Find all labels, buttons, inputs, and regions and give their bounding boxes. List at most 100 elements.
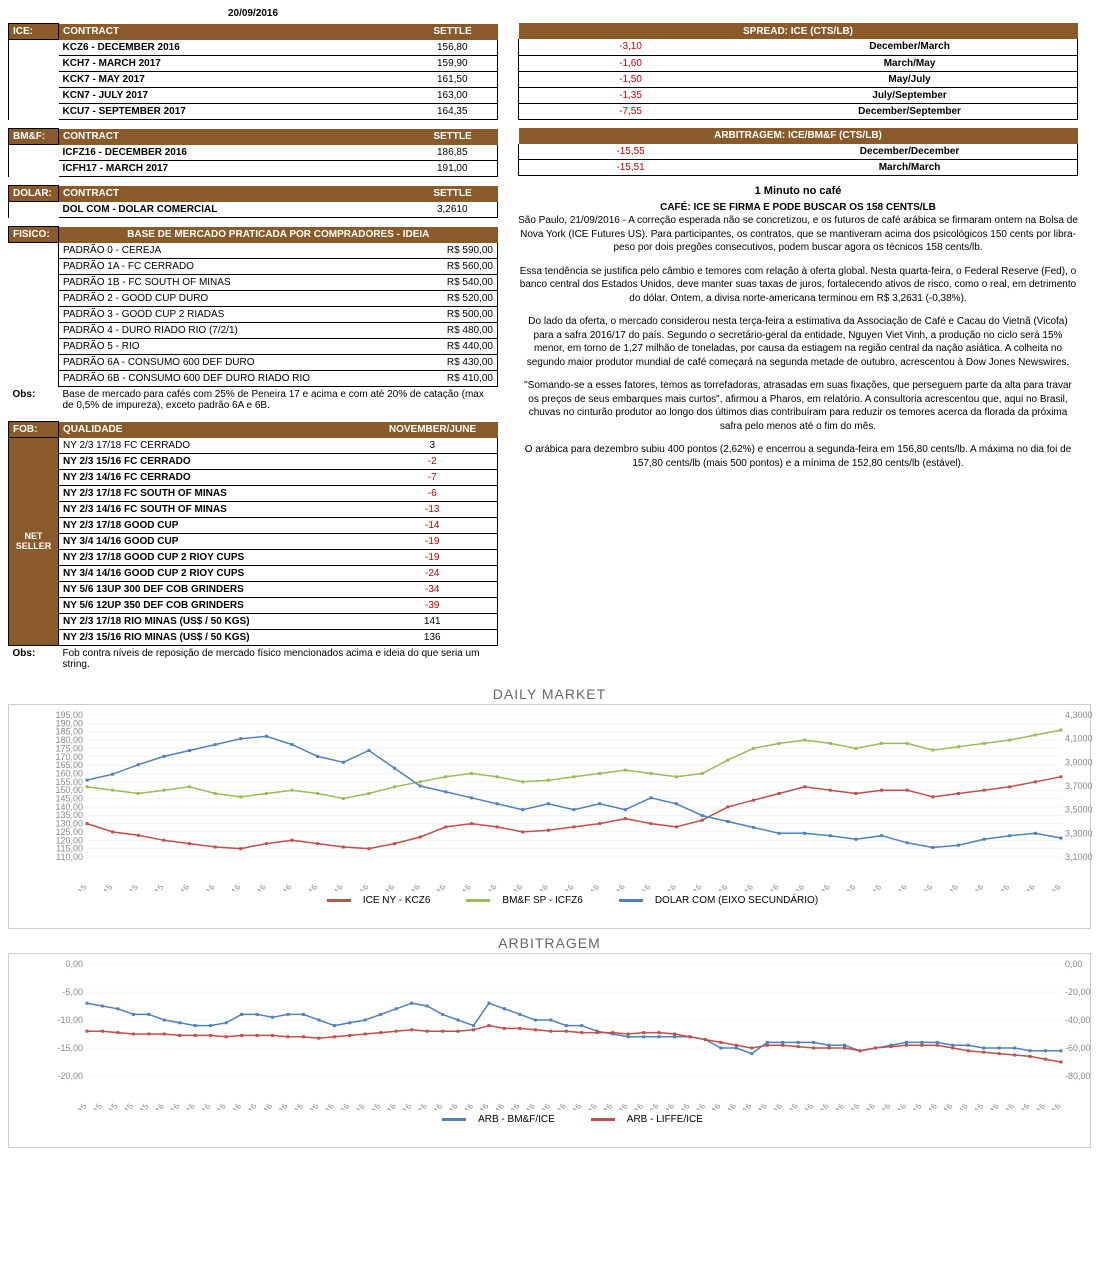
fob-col-v: NOVEMBER/JUNE xyxy=(368,422,498,438)
table-row: ICFH17 - MARCH 2017 xyxy=(59,161,408,177)
spread-label: March/May xyxy=(742,55,1077,71)
fob-value: -6 xyxy=(368,486,498,502)
legend-item: ARB - BM&F/ICE xyxy=(430,1114,555,1125)
daily-chart-legend: ICE NY - KCZ6BM&F SP - ICFZ6DOLAR COM (E… xyxy=(49,895,1084,906)
fob-quality: NY 2/3 17/18 FC CERRADO xyxy=(59,438,368,454)
svg-text:3,3000: 3,3000 xyxy=(1065,828,1093,838)
fisico-quality: PADRÃO 2 - GOOD CUP DURO xyxy=(59,291,398,307)
arb-chart-legend: ARB - BM&F/ICEARB - LIFFE/ICE xyxy=(49,1114,1084,1125)
fob-value: -7 xyxy=(368,470,498,486)
svg-text:29/3/16: 29/3/16 xyxy=(450,883,473,891)
fob-quality: NY 2/3 14/16 FC SOUTH OF MINAS xyxy=(59,502,368,518)
svg-text:-20,00: -20,00 xyxy=(1065,987,1091,997)
svg-text:-20,00: -20,00 xyxy=(57,1071,83,1081)
svg-text:2/8/16: 2/8/16 xyxy=(889,883,909,891)
spread-value: -15,55 xyxy=(519,144,743,160)
fisico-quality: PADRÃO 1A - FC CERRADO xyxy=(59,259,398,275)
svg-text:3/5/16: 3/5/16 xyxy=(581,883,601,891)
legend-item: DOLAR COM (EIXO SECUNDÁRIO) xyxy=(607,895,818,906)
fob-quality: NY 2/3 15/16 RIO MINAS (US$ / 50 KGS) xyxy=(59,630,368,646)
svg-text:18/12/15: 18/12/15 xyxy=(115,883,141,891)
fob-value: -14 xyxy=(368,518,498,534)
svg-text:14/12/15: 14/12/15 xyxy=(63,1102,89,1110)
spread-value: -7,55 xyxy=(519,103,743,119)
fob-value: -19 xyxy=(368,534,498,550)
arb-chart-title: ARBITRAGEM xyxy=(8,935,1091,951)
fob-quality: NY 2/3 15/16 FC CERRADO xyxy=(59,454,368,470)
arb-title: ARBITRAGEM: ICE/BM&F (CTS/LB) xyxy=(519,128,1078,144)
fob-obs: Fob contra níveis de reposição de mercad… xyxy=(59,646,498,673)
ice-label: ICE: xyxy=(9,24,59,40)
table-row: DOL COM - DOLAR COMERCIAL xyxy=(59,202,408,218)
svg-text:18/7/16: 18/7/16 xyxy=(835,883,858,891)
svg-text:25/1/16: 25/1/16 xyxy=(245,883,268,891)
spread-value: -1,60 xyxy=(519,55,743,71)
svg-text:10/2/16: 10/2/16 xyxy=(297,883,320,891)
spread-label: July/September xyxy=(742,87,1077,103)
report-date: 20/09/2016 xyxy=(8,8,498,19)
table-row: KCK7 - MAY 2017 xyxy=(59,72,408,88)
fob-value: -13 xyxy=(368,502,498,518)
bmf-label: BM&F: xyxy=(9,129,59,145)
svg-text:3,9000: 3,9000 xyxy=(1065,757,1093,767)
settle-value: 163,00 xyxy=(408,88,498,104)
svg-text:-5,00: -5,00 xyxy=(62,987,83,997)
fisico-title: BASE DE MERCADO PRATICADA POR COMPRADORE… xyxy=(59,227,498,243)
fob-quality: NY 5/6 13UP 300 DEF COB GRINDERS xyxy=(59,582,368,598)
spread-label: March/March xyxy=(742,160,1077,176)
dolar-label: DOLAR: xyxy=(9,186,59,202)
svg-text:17/6/16: 17/6/16 xyxy=(732,883,755,891)
svg-text:18/5/16: 18/5/16 xyxy=(630,883,653,891)
article-p1: São Paulo, 21/09/2016 - A correção esper… xyxy=(518,215,1078,253)
spread-label: December/December xyxy=(742,144,1077,160)
svg-text:3,7000: 3,7000 xyxy=(1065,781,1093,791)
fisico-quality: PADRÃO 4 - DURO RIADO RIO (7/2/1) xyxy=(59,323,398,339)
fob-value: -19 xyxy=(368,550,498,566)
dolar-table: DOLAR: CONTRACT SETTLE DOL COM - DOLAR C… xyxy=(8,185,498,218)
daily-chart-title: DAILY MARKET xyxy=(8,686,1091,702)
svg-text:11/5/16: 11/5/16 xyxy=(605,883,628,891)
svg-text:18/1/16: 18/1/16 xyxy=(220,883,243,891)
svg-text:25/8/16: 25/8/16 xyxy=(963,883,986,891)
svg-text:24/6/16: 24/6/16 xyxy=(758,883,781,891)
settle-value: 159,90 xyxy=(408,56,498,72)
svg-text:11/3/16: 11/3/16 xyxy=(400,883,423,891)
fob-obs-label: Obs: xyxy=(9,646,59,673)
fisico-price: R$ 590,00 xyxy=(398,243,498,259)
svg-text:-15,00: -15,00 xyxy=(57,1043,83,1053)
ice-col-contract: CONTRACT xyxy=(59,24,408,40)
article-p2: Essa tendência se justifica pelo câmbio … xyxy=(518,265,1078,306)
svg-text:0,00: 0,00 xyxy=(1065,960,1083,969)
article-title: CAFÉ: ICE SE FIRMA E PODE BUSCAR OS 158 … xyxy=(660,202,936,213)
fob-value: 136 xyxy=(368,630,498,646)
arb-chart: -20,00-15,00-10,00-5,000,00-80,00-60,00-… xyxy=(8,953,1091,1148)
svg-text:2/6/16: 2/6/16 xyxy=(684,883,704,891)
fisico-price: R$ 410,00 xyxy=(398,371,498,387)
fob-value: -34 xyxy=(368,582,498,598)
fisico-price: R$ 440,00 xyxy=(398,339,498,355)
settle-value: 186,85 xyxy=(408,145,498,161)
svg-text:195,00: 195,00 xyxy=(55,711,83,720)
svg-text:4,3000: 4,3000 xyxy=(1065,711,1093,720)
bmf-col-settle: SETTLE xyxy=(408,129,498,145)
fob-value: -2 xyxy=(368,454,498,470)
table-row: ICFZ16 - DECEMBER 2016 xyxy=(59,145,408,161)
article-p3: Do lado da oferta, o mercado considerou … xyxy=(518,315,1078,369)
fisico-obs: Base de mercado para cafés com 25% de Pe… xyxy=(59,387,498,414)
settle-value: 161,50 xyxy=(408,72,498,88)
dolar-col-contract: CONTRACT xyxy=(59,186,408,202)
svg-text:9/9/16: 9/9/16 xyxy=(1017,883,1037,891)
fob-value: -39 xyxy=(368,598,498,614)
fob-value: 3 xyxy=(368,438,498,454)
fob-quality: NY 5/6 12UP 350 DEF COB GRINDERS xyxy=(59,598,368,614)
fob-quality: NY 3/4 14/16 GOOD CUP 2 RIOY CUPS xyxy=(59,566,368,582)
fob-label: FOB: xyxy=(9,422,59,438)
article-p4: "Somando-se a esses fatores, temos as to… xyxy=(518,379,1078,433)
fisico-price: R$ 480,00 xyxy=(398,323,498,339)
spread-label: December/September xyxy=(742,103,1077,119)
settle-value: 164,35 xyxy=(408,104,498,120)
settle-value: 191,00 xyxy=(408,161,498,177)
fisico-price: R$ 540,00 xyxy=(398,275,498,291)
svg-text:27/2/16: 27/2/16 xyxy=(348,883,371,891)
svg-text:1/9/16: 1/9/16 xyxy=(991,883,1011,891)
